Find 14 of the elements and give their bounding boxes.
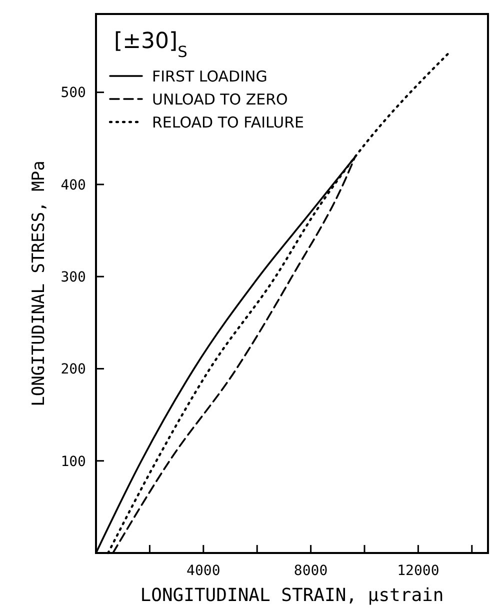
x-axis-title: LONGITUDINAL STRAIN, μstrain xyxy=(140,585,444,606)
annotation: [±30]$_{S}$ xyxy=(114,29,188,61)
x-tick-label: 12000 xyxy=(397,563,440,579)
y-tick-label: 300 xyxy=(60,269,86,286)
y-tick-label: 200 xyxy=(60,362,86,378)
y-tick-label: 100 xyxy=(60,454,86,470)
legend-label: FIRST LOADING xyxy=(152,67,268,86)
y-axis-title: LONGITUDINAL STRESS, MPa xyxy=(29,160,49,406)
x-tick-label: 4000 xyxy=(186,563,220,579)
legend-label: UNLOAD TO ZERO xyxy=(152,90,288,108)
y-tick-label: 500 xyxy=(60,85,86,102)
legend-label: RELOAD TO FAILURE xyxy=(152,113,304,132)
x-tick-label: 8000 xyxy=(294,563,328,579)
y-tick-label: 400 xyxy=(60,177,86,194)
